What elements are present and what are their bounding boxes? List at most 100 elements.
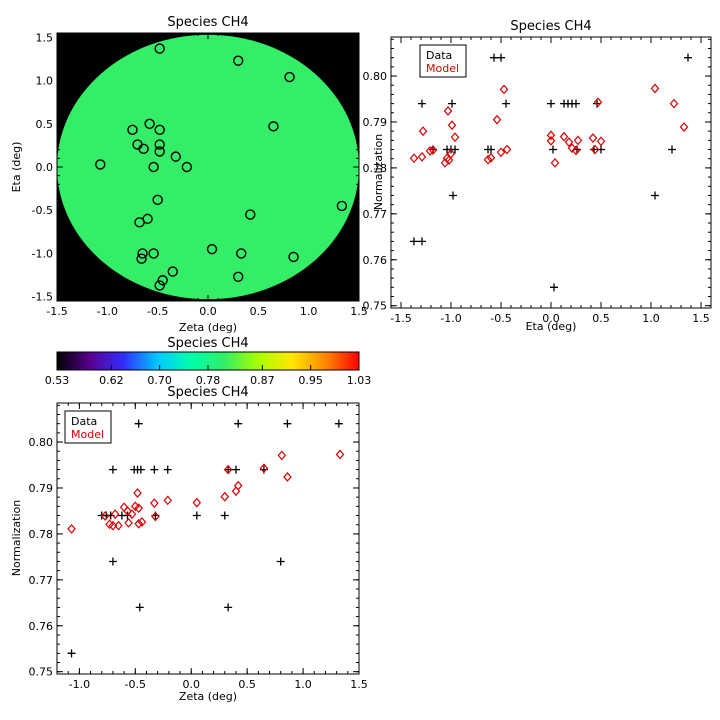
- map-point: [136, 253, 147, 264]
- map-point: [154, 124, 165, 136]
- map-point: [154, 43, 165, 54]
- zeta-data-point: [276, 557, 285, 566]
- zeta-model-point: [283, 472, 292, 482]
- zeta-model-point: [259, 463, 269, 474]
- eta-plot-legend: Data Model: [419, 44, 467, 78]
- colorbar-tick-label: 1.03: [347, 374, 372, 387]
- map-point: [157, 275, 168, 286]
- map-point: [138, 143, 149, 155]
- colorbar-title: Species CH4: [167, 336, 248, 351]
- map-x-tick-label: 1.0: [300, 305, 318, 318]
- zeta-y-tick-label: 0.80: [29, 436, 54, 449]
- eta-model-point: [650, 83, 660, 94]
- eta-y-tick-label: 0.80: [363, 70, 388, 83]
- eta-legend-data: Data: [426, 49, 452, 62]
- colorbar-tick-label: 0.95: [298, 374, 323, 387]
- eta-plot-frame: [390, 36, 712, 309]
- eta-y-tick-label: 0.76: [363, 254, 388, 267]
- eta-legend-box: [419, 44, 467, 78]
- map-axes: -1.5 -1.0 -0.5 0.0 0.5 1.0 1.5 -1.5 -1.0 -0.5 0.0 0…: [32, 31, 368, 318]
- zeta-data-point: [334, 419, 343, 428]
- eta-model-point: [428, 145, 438, 155]
- zeta-x-tick-label: 0.0: [182, 678, 200, 691]
- eta-model-point: [492, 114, 502, 125]
- eta-data-point: [487, 145, 495, 154]
- eta-plot-x-label: Eta (deg): [526, 320, 577, 333]
- zeta-data-point: [283, 419, 292, 428]
- eta-model-point: [444, 155, 454, 166]
- map-point: [134, 217, 145, 228]
- zeta-y-tick-label: 0.76: [29, 620, 54, 633]
- eta-model-point: [669, 98, 679, 109]
- map-point: [170, 151, 181, 162]
- zeta-model-point: [127, 509, 137, 520]
- colorbar-ticks: 0.53 0.62 0.70 0.78 0.87 0.95 1.03: [45, 365, 372, 387]
- eta-model-point: [483, 154, 493, 165]
- zeta-x-tick-label: 0.5: [238, 678, 256, 691]
- map-point: [288, 251, 299, 263]
- map-x-label: Zeta (deg): [179, 321, 237, 334]
- eta-data-point: [418, 237, 426, 246]
- eta-data-point: [668, 145, 676, 154]
- zeta-data-point: [192, 511, 201, 520]
- eta-data-point: [418, 99, 426, 108]
- eta-data-point: [684, 53, 692, 62]
- eta-model-point: [546, 130, 556, 141]
- zeta-model-point: [100, 511, 110, 521]
- eta-x-tick-label: -1.0: [440, 312, 461, 325]
- eta-legend-model: Model: [426, 62, 459, 75]
- map-y-tick-label: 0.5: [36, 118, 54, 131]
- eta-data-point: [502, 99, 510, 108]
- eta-model-point: [499, 84, 509, 95]
- eta-data-point: [572, 99, 580, 108]
- zeta-data-point: [220, 511, 229, 520]
- eta-plot-axes: -1.5 -1.0 -0.5 0.0 0.5 1.0 1.5 0.75 0.76 0.77 0.78…: [363, 37, 712, 325]
- eta-model-point: [564, 137, 574, 148]
- eta-plot-points: [409, 53, 692, 292]
- map-points: [95, 43, 348, 291]
- eta-data-point: [651, 191, 659, 200]
- zeta-data-point: [224, 465, 233, 474]
- map-point: [137, 248, 148, 259]
- map-point: [167, 266, 178, 277]
- eta-model-point: [496, 147, 506, 158]
- map-point: [268, 121, 279, 132]
- colorbar-tick-label: 0.70: [147, 374, 172, 387]
- eta-model-point: [447, 120, 457, 131]
- zeta-model-point: [231, 486, 241, 497]
- eta-data-point: [451, 145, 459, 154]
- zeta-x-tick-label: 1.5: [350, 678, 368, 691]
- map-point: [127, 124, 138, 136]
- map-y-tick-label: 1.0: [36, 75, 54, 88]
- map-point: [181, 161, 193, 173]
- zeta-plot-y-label: Normalization: [10, 500, 23, 576]
- zeta-model-point: [137, 517, 147, 527]
- colorbar-tick-label: 0.53: [45, 374, 70, 387]
- eta-data-point: [448, 99, 456, 108]
- zeta-model-point: [233, 480, 243, 491]
- zeta-data-point: [67, 649, 76, 658]
- zeta-model-point: [108, 520, 118, 531]
- map-y-tick-label: -1.0: [32, 247, 53, 260]
- map-color-field: [57, 34, 359, 300]
- eta-model-point: [550, 157, 560, 168]
- map-y-label: Eta (deg): [10, 142, 23, 193]
- zeta-y-tick-label: 0.79: [29, 482, 54, 495]
- eta-model-point: [450, 132, 460, 143]
- eta-plot-y-label: Normalization: [372, 134, 385, 210]
- zeta-data-point: [231, 465, 240, 474]
- zeta-model-point: [110, 509, 120, 520]
- eta-model-point: [546, 135, 556, 146]
- colorbar-tick-label: 0.78: [196, 374, 221, 387]
- zeta-legend-model: Model: [71, 428, 104, 441]
- eta-model-point: [567, 143, 577, 154]
- map-y-tick-label: -1.5: [32, 291, 53, 304]
- map-point: [336, 200, 348, 212]
- eta-x-tick-label: 1.0: [642, 312, 660, 325]
- zeta-model-point: [134, 518, 143, 529]
- eta-model-point: [593, 97, 603, 108]
- zeta-plot-frame: [56, 402, 360, 675]
- map-point: [232, 55, 244, 66]
- eta-x-tick-label: -1.5: [390, 312, 411, 325]
- map-point: [236, 248, 247, 259]
